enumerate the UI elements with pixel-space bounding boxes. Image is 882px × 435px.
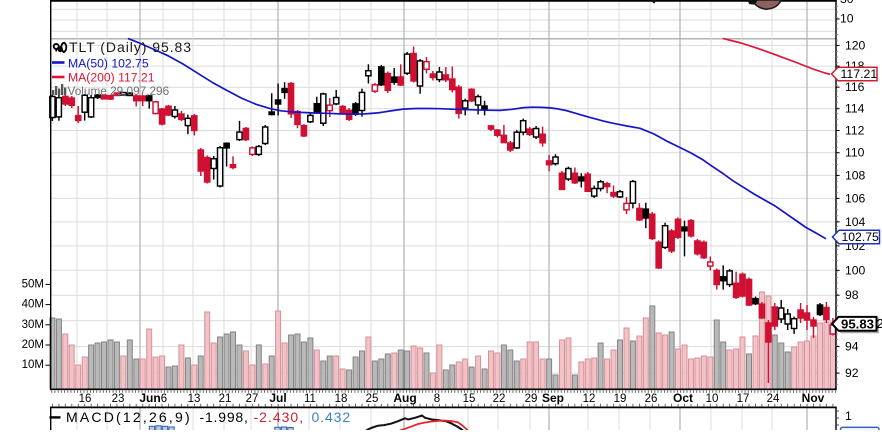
svg-text:MA(50) 102.75: MA(50) 102.75 — [68, 56, 149, 70]
svg-text:0.432: 0.432 — [312, 409, 352, 425]
svg-text:116: 116 — [845, 80, 865, 94]
svg-text:13: 13 — [188, 393, 201, 405]
svg-text:Volume 29,097,296: Volume 29,097,296 — [68, 84, 170, 98]
svg-text:26: 26 — [645, 393, 658, 405]
svg-text:21: 21 — [219, 393, 232, 405]
svg-text:20M: 20M — [22, 339, 44, 351]
svg-text:94: 94 — [845, 340, 859, 354]
svg-text:106: 106 — [845, 191, 866, 205]
svg-text:MACD(12,26,9): MACD(12,26,9) — [66, 409, 192, 425]
svg-text:95.83: 95.83 — [841, 316, 874, 331]
svg-text:MA(200) 117.21: MA(200) 117.21 — [68, 71, 155, 85]
svg-text:50M: 50M — [22, 278, 44, 290]
svg-text:98: 98 — [845, 288, 859, 302]
svg-text:29: 29 — [525, 393, 538, 405]
svg-text:10: 10 — [706, 393, 719, 405]
svg-text:92: 92 — [845, 366, 859, 380]
svg-text:-2.430,: -2.430, — [254, 409, 305, 425]
svg-text:27: 27 — [246, 393, 259, 405]
svg-text:Oct: Oct — [673, 391, 693, 405]
svg-text:22: 22 — [493, 393, 506, 405]
svg-text:110: 110 — [845, 146, 865, 160]
svg-text:30M: 30M — [22, 319, 44, 331]
svg-text:Sep: Sep — [542, 391, 564, 405]
svg-text:100: 100 — [845, 263, 866, 277]
svg-text:30: 30 — [840, 0, 854, 6]
svg-text:120: 120 — [845, 38, 866, 52]
svg-text:112: 112 — [845, 124, 865, 138]
svg-text:6: 6 — [161, 393, 167, 405]
svg-text:117.21: 117.21 — [841, 67, 878, 81]
svg-text:TLT (Daily) 95.83: TLT (Daily) 95.83 — [69, 39, 192, 55]
svg-text:12: 12 — [583, 393, 596, 405]
svg-text:1: 1 — [845, 409, 852, 423]
svg-text:40M: 40M — [22, 299, 44, 311]
svg-text:Nov: Nov — [802, 391, 825, 405]
svg-text:Jun: Jun — [139, 391, 160, 405]
svg-text:16: 16 — [79, 393, 92, 405]
svg-text:104: 104 — [845, 215, 866, 229]
svg-text:10: 10 — [840, 12, 854, 26]
svg-text:17: 17 — [737, 393, 750, 405]
svg-text:23: 23 — [112, 393, 125, 405]
svg-text:18: 18 — [335, 393, 348, 405]
svg-text:24: 24 — [767, 393, 780, 405]
svg-text:102.75: 102.75 — [842, 230, 879, 244]
svg-text:Aug: Aug — [393, 391, 416, 405]
svg-text:19: 19 — [614, 393, 627, 405]
svg-text:10M: 10M — [22, 359, 44, 371]
svg-text:25: 25 — [366, 393, 379, 405]
svg-text:15: 15 — [463, 393, 476, 405]
svg-text:11: 11 — [304, 393, 316, 405]
svg-text:-1.998,: -1.998, — [200, 409, 249, 425]
svg-text:108: 108 — [845, 168, 866, 182]
svg-text:Jul: Jul — [269, 391, 286, 405]
svg-text:114: 114 — [845, 102, 865, 116]
svg-text:8: 8 — [434, 393, 440, 405]
svg-text:2: 2 — [877, 316, 882, 331]
